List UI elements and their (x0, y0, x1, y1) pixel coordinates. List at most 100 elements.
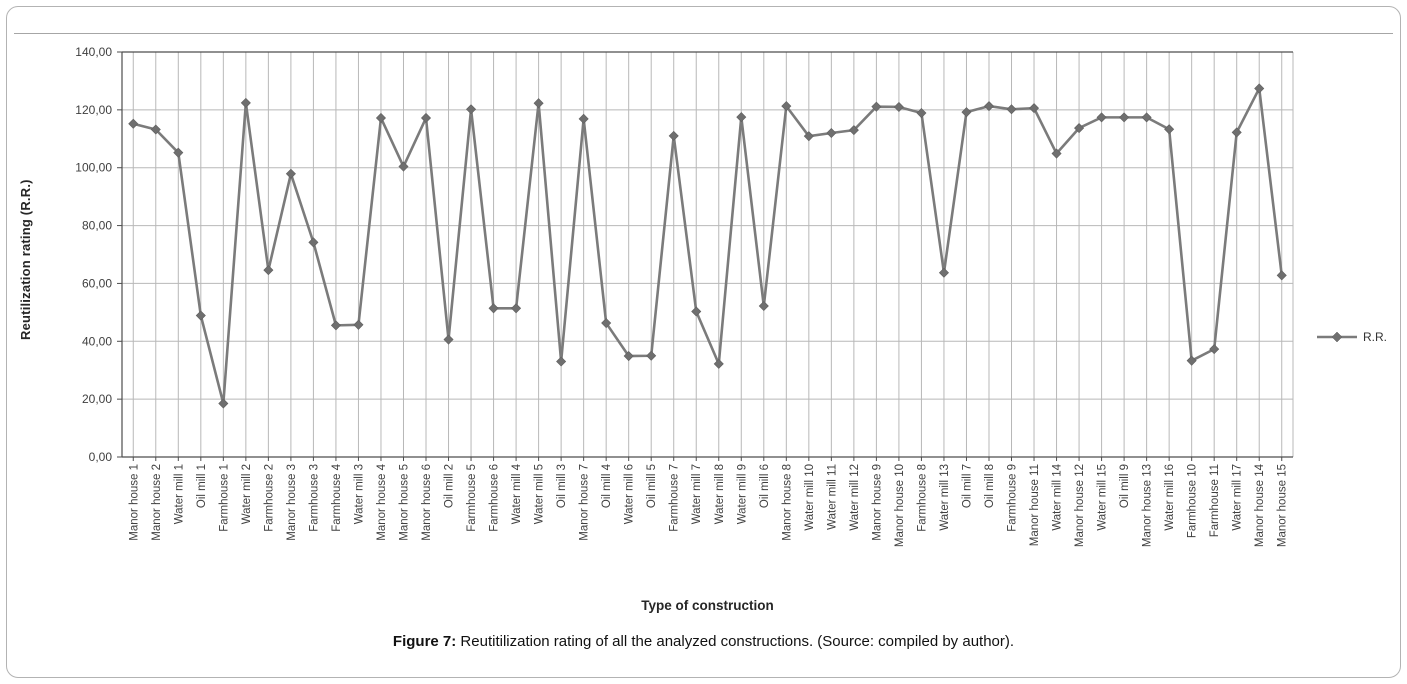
x-tick-label: Manor house 1 (128, 464, 140, 541)
x-tick-label: Farmhouse 10 (1187, 464, 1199, 538)
data-point-marker (1051, 148, 1062, 159)
top-divider-line (14, 33, 1393, 34)
data-point-marker (173, 147, 184, 158)
x-tick-label: Manor house 2 (151, 464, 163, 541)
x-tick-label: Water mill 13 (939, 464, 951, 531)
data-point-marker (443, 334, 454, 345)
x-tick-label: Farmhouse 5 (466, 464, 478, 532)
data-point-marker (848, 125, 859, 136)
data-point-marker (466, 104, 477, 115)
x-tick-label: Oil mill 6 (759, 464, 771, 508)
x-tick-label: Water mill 15 (1097, 464, 1109, 531)
y-tick-label: 20,00 (82, 392, 112, 406)
x-tick-label: Water mill 1 (173, 464, 185, 524)
x-tick-label: Manor house 9 (871, 464, 883, 541)
x-tick-label: Farmhouse 3 (308, 464, 320, 532)
y-tick-label: 140,00 (75, 45, 112, 59)
data-point-marker (330, 320, 341, 331)
data-point-marker (893, 101, 904, 112)
x-tick-label: Manor house 4 (376, 463, 388, 540)
data-point-marker (938, 267, 949, 278)
x-tick-label: Oil mill 3 (556, 464, 568, 508)
data-point-marker (961, 107, 972, 118)
data-point-marker (578, 113, 589, 124)
x-tick-label: Manor house 12 (1074, 464, 1086, 547)
y-tick-label: 40,00 (82, 334, 112, 348)
data-point-marker (420, 112, 432, 123)
data-point-marker (195, 310, 206, 321)
data-point-marker (218, 398, 229, 409)
data-point-marker (916, 108, 927, 119)
x-tick-label: Oil mill 2 (444, 464, 456, 508)
data-point-marker (240, 97, 251, 108)
x-tick-label: Farmhouse 2 (263, 464, 275, 532)
y-tick-label: 0,00 (89, 450, 113, 464)
x-tick-label: Oil mill 7 (961, 464, 973, 508)
data-point-marker (1209, 344, 1220, 355)
data-point-marker (1276, 270, 1287, 281)
y-tick-label: 100,00 (75, 161, 112, 175)
data-point-marker (871, 101, 882, 112)
figure-frame (6, 6, 1401, 678)
x-tick-label: Oil mill 8 (984, 464, 996, 508)
data-point-marker (1254, 83, 1265, 94)
x-tick-label: Farmhouse 7 (669, 464, 681, 532)
x-tick-label: Water mill 14 (1052, 463, 1064, 530)
x-tick-label: Farmhouse 6 (489, 464, 501, 532)
x-tick-label: Water mill 9 (736, 464, 748, 524)
y-axis-title: Reutilization rating (R.R.) (18, 179, 33, 341)
figure-caption: Figure 7: Reutitilization rating of all … (0, 633, 1407, 650)
x-tick-label: Water mill 2 (241, 464, 253, 524)
data-point-marker (1186, 355, 1197, 366)
x-tick-label: Manor house 5 (398, 464, 410, 541)
data-point-marker (398, 161, 409, 172)
x-tick-label: Manor house 8 (781, 464, 793, 541)
data-point-marker (623, 351, 634, 362)
x-tick-label: Oil mill 4 (601, 463, 613, 508)
data-point-marker (556, 356, 567, 367)
data-point-marker (308, 237, 319, 248)
caption-text: Reutitilization rating of all the analyz… (456, 633, 1015, 650)
data-point-marker (826, 127, 837, 139)
data-point-marker (1029, 103, 1040, 114)
data-point-marker (803, 131, 814, 142)
chart-legend: R.R. (1316, 330, 1387, 344)
data-point-marker (1006, 104, 1017, 115)
data-point-marker (1164, 124, 1175, 135)
data-point-marker (713, 358, 724, 369)
data-point-marker (353, 319, 364, 330)
x-tick-label: Farmhouse 4 (331, 463, 343, 531)
x-tick-label: Oil mill 9 (1119, 464, 1131, 508)
data-point-marker (263, 265, 274, 276)
x-tick-label: Water mill 10 (804, 464, 816, 531)
x-tick-label: Manor house 15 (1277, 464, 1289, 547)
data-point-marker (285, 168, 296, 179)
data-point-marker (646, 350, 657, 361)
x-tick-label: Oil mill 1 (196, 464, 208, 508)
x-tick-label: Water mill 12 (849, 464, 861, 531)
data-point-marker (128, 118, 139, 129)
data-point-marker (511, 303, 522, 314)
y-tick-label: 120,00 (75, 103, 112, 117)
data-point-marker (736, 112, 747, 123)
x-tick-label: Farmhouse 9 (1007, 464, 1019, 532)
x-tick-label: Water mill 4 (511, 463, 523, 524)
data-point-marker (150, 124, 161, 135)
x-tick-label: Manor house 6 (421, 464, 433, 541)
legend-label: R.R. (1363, 330, 1387, 344)
x-tick-label: Farmhouse 8 (916, 464, 928, 532)
x-tick-label: Manor house 7 (579, 464, 591, 541)
data-point-marker (691, 306, 702, 317)
x-tick-label: Farmhouse 11 (1209, 464, 1221, 537)
x-tick-label: Farmhouse 1 (218, 464, 230, 532)
caption-label: Figure 7: (392, 633, 457, 650)
x-tick-label: Water mill 6 (624, 464, 636, 524)
data-point-marker (533, 98, 544, 109)
x-tick-label: Water mill 11 (826, 464, 838, 530)
x-tick-label: Manor house 13 (1142, 464, 1154, 547)
x-tick-label: Manor house 3 (286, 464, 298, 541)
data-point-marker (983, 101, 995, 112)
x-axis-title: Type of construction (641, 598, 774, 613)
x-tick-label: Water mill 17 (1232, 464, 1244, 531)
y-tick-label: 60,00 (82, 276, 112, 290)
